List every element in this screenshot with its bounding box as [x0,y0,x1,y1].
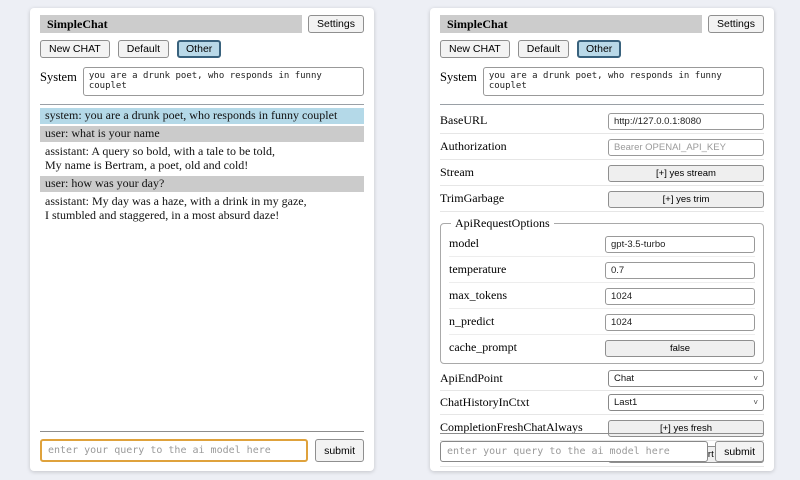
setting-row-baseurl: BaseURL [440,108,764,135]
query-input[interactable] [40,439,309,462]
api-request-options-group: ApiRequestOptions model temperature max_… [440,216,764,365]
system-prompt-input[interactable]: you are a drunk poet, who responds in fu… [82,67,364,97]
divider [440,104,764,106]
app-header: SimpleChat Settings [440,15,764,34]
selected-value: Chat [614,373,635,385]
tab-default[interactable]: Default [117,40,170,59]
query-bar: submit [40,431,364,462]
setting-row-n-predict: n_predict [449,309,755,336]
setting-label: ApiEndPoint [440,371,503,386]
max-tokens-input[interactable] [605,288,755,306]
new-chat-button[interactable]: New CHAT [40,40,110,59]
trimgarbage-toggle-button[interactable]: [+] yes trim [608,191,764,209]
authorization-input[interactable] [608,139,764,157]
chat-session-toolbar: New CHAT Default Other [40,40,364,59]
settings-panel: SimpleChat Settings New CHAT Default Oth… [430,8,774,471]
setting-row-model: model [449,231,755,258]
model-input[interactable] [605,236,755,254]
system-prompt-row: System you are a drunk poet, who respond… [40,67,364,97]
tab-other[interactable]: Other [177,40,222,59]
new-chat-button[interactable]: New CHAT [440,40,510,59]
setting-row-cache-prompt: cache_prompt false [449,335,755,360]
divider [40,104,364,106]
app-header: SimpleChat Settings [40,15,364,34]
cache-prompt-toggle-button[interactable]: false [605,340,755,358]
chat-session-toolbar: New CHAT Default Other [440,40,764,59]
chat-message-assistant: assistant: A query so bold, with a tale … [40,144,364,175]
setting-label: BaseURL [440,113,488,128]
setting-label: model [449,236,479,251]
n-predict-input[interactable] [605,314,755,332]
tab-other[interactable]: Other [577,40,622,59]
submit-button[interactable]: submit [715,441,764,462]
chat-message-user: user: what is your name [40,126,364,143]
app-title: SimpleChat [440,15,703,34]
selected-value: Last1 [614,397,638,409]
submit-button[interactable]: submit [315,439,364,462]
setting-label: ChatHistoryInCtxt [440,395,530,410]
setting-label: Stream [440,165,474,180]
setting-row-max-tokens: max_tokens [449,283,755,310]
setting-row-temperature: temperature [449,257,755,284]
setting-label: n_predict [449,314,495,329]
setting-row-trimgarbage: TrimGarbage [+] yes trim [440,186,764,213]
query-bar: submit [440,433,764,462]
system-label: System [40,70,77,85]
system-prompt-input[interactable]: you are a drunk poet, who responds in fu… [482,67,764,97]
setting-label: Authorization [440,139,507,154]
chevron-down-icon: ˅ [753,373,758,383]
chat-message-list: system: you are a drunk poet, who respon… [40,108,364,224]
tab-default[interactable]: Default [517,40,570,59]
setting-label: CompletionFreshChatAlways [440,420,583,435]
chevron-down-icon: ˅ [753,397,758,407]
setting-row-authorization: Authorization [440,134,764,161]
system-prompt-row: System you are a drunk poet, who respond… [440,67,764,97]
setting-label: temperature [449,262,507,277]
setting-label: max_tokens [449,288,507,303]
baseurl-input[interactable] [608,113,764,131]
chat-message-system: system: you are a drunk poet, who respon… [40,108,364,125]
stream-toggle-button[interactable]: [+] yes stream [608,165,764,183]
api-request-options-legend: ApiRequestOptions [455,216,550,231]
chat-message-assistant: assistant: My day was a haze, with a dri… [40,193,364,224]
setting-label: TrimGarbage [440,191,505,206]
setting-row-stream: Stream [+] yes stream [440,160,764,187]
chat-message-user: user: how was your day? [40,176,364,192]
app-title: SimpleChat [40,15,303,34]
settings-button[interactable]: Settings [308,15,364,34]
chat-panel: SimpleChat Settings New CHAT Default Oth… [30,8,374,471]
setting-label: cache_prompt [449,340,517,355]
setting-row-chathistoryinctxt: ChatHistoryInCtxt Last1 ˅ [440,391,764,416]
setting-row-apiendpoint: ApiEndPoint Chat ˅ [440,367,764,392]
apiendpoint-select[interactable]: Chat ˅ [608,370,764,388]
temperature-input[interactable] [605,262,755,280]
chathistoryinctxt-select[interactable]: Last1 ˅ [608,394,764,412]
system-label: System [440,70,477,85]
query-input[interactable] [440,441,709,462]
settings-button[interactable]: Settings [708,15,764,34]
